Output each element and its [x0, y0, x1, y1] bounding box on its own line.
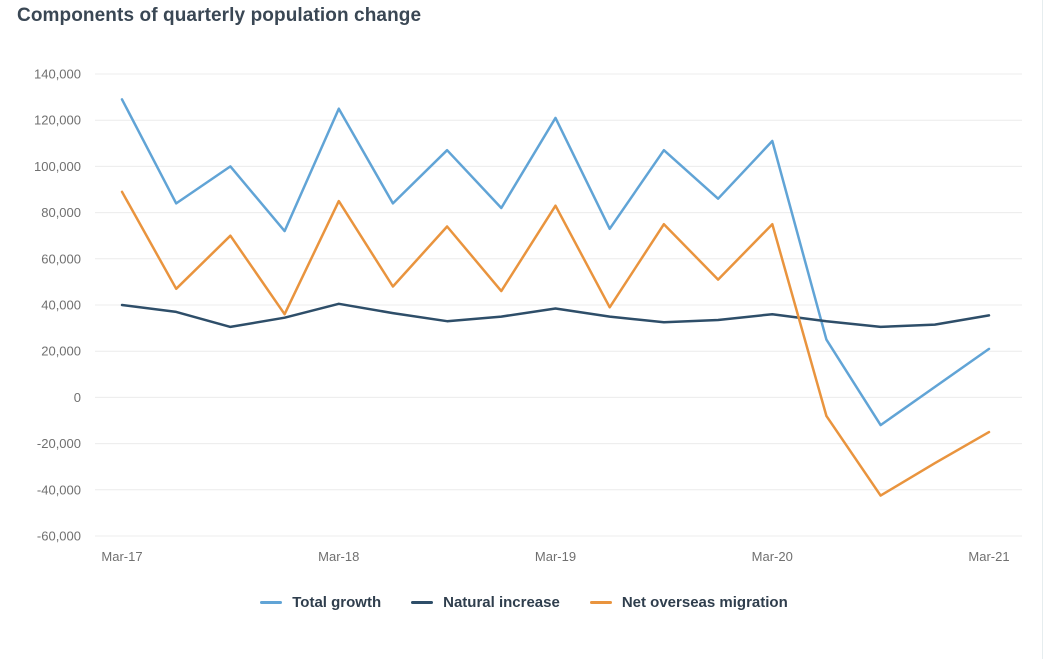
- legend-label: Net overseas migration: [621, 594, 788, 611]
- series-line-total-growth: [120, 98, 991, 427]
- y-axis-tick-label: 40,000: [41, 298, 81, 313]
- legend-swatch-total-growth: [260, 601, 283, 604]
- y-axis-tick-label: -20,000: [37, 436, 81, 451]
- legend-swatch-net-overseas-migration: [589, 601, 612, 604]
- window-edge: [1042, 0, 1043, 659]
- legend-item-total-growth: Total growth: [260, 594, 381, 611]
- y-axis-tick-label: 20,000: [41, 344, 81, 359]
- x-axis-tick-label: Mar-17: [101, 549, 142, 564]
- y-axis-tick-label: 100,000: [34, 159, 81, 174]
- series-line-natural-increase: [120, 302, 991, 329]
- legend-label: Total growth: [292, 594, 382, 611]
- line-chart: 140,000 120,000 100,000 80,000 60,000 40,000 2…: [34, 67, 1022, 564]
- legend-label: Natural increase: [443, 594, 560, 611]
- x-axis-tick-label: Mar-19: [535, 549, 576, 564]
- y-axis-tick-label: 80,000: [41, 205, 81, 220]
- legend-item-natural-increase: Natural increase: [411, 594, 560, 611]
- x-axis-tick-label: Mar-20: [752, 549, 793, 564]
- chart-title: Components of quarterly population chang…: [17, 5, 422, 26]
- legend-item-net-overseas-migration: Net overseas migration: [589, 594, 788, 611]
- y-axis-tick-label: 140,000: [34, 67, 81, 82]
- chart-legend: Total growth Natural increase Net overseas…: [0, 594, 1048, 611]
- x-axis-tick-label: Mar-18: [318, 549, 359, 564]
- x-axis-tick-label: Mar-21: [968, 549, 1009, 564]
- series-line-net-overseas-migration: [120, 190, 991, 497]
- y-axis-tick-label: 120,000: [34, 113, 81, 128]
- y-axis-tick-label: -60,000: [37, 529, 81, 544]
- y-axis-tick-label: -40,000: [37, 482, 81, 497]
- y-axis-tick-label: 60,000: [41, 251, 81, 266]
- y-axis-tick-label: 0: [74, 390, 81, 405]
- legend-swatch-natural-increase: [411, 601, 434, 604]
